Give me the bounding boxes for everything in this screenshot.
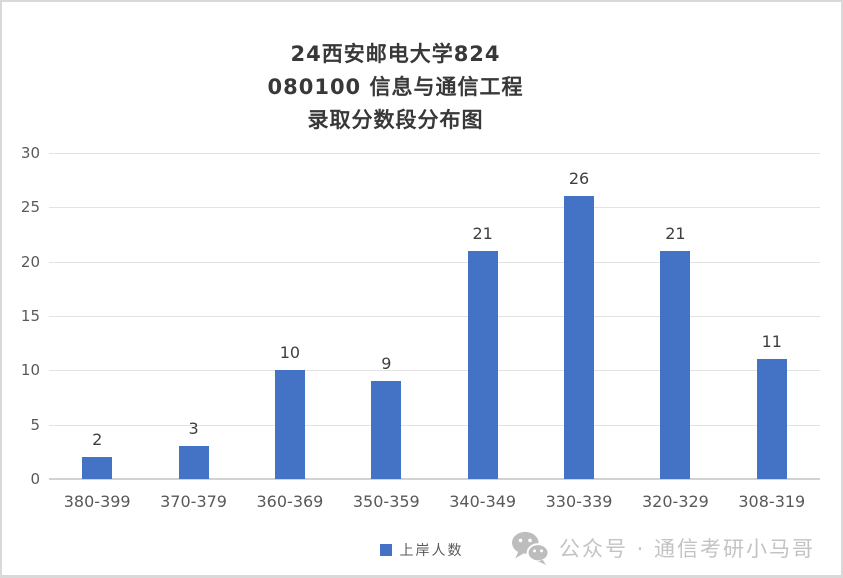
xtick-label: 360-369 <box>256 492 324 511</box>
xtick-label: 320-329 <box>642 492 709 511</box>
bar <box>371 381 402 479</box>
bar-value-label: 10 <box>279 343 301 362</box>
xtick-label: 340-349 <box>449 492 517 511</box>
gridline <box>49 424 820 426</box>
chart-title-line-1: 24西安邮电大学824 <box>290 42 501 66</box>
bar <box>467 251 498 479</box>
chart-title-line-2: 080100 信息与通信工程 <box>267 75 524 99</box>
xtick-label: 350-359 <box>352 492 420 511</box>
plot-area: 2 3 10 9 21 26 21 11 <box>49 153 820 480</box>
ytick-label: 0 <box>30 470 40 488</box>
chart-title-line-3: 录取分数段分布图 <box>307 108 484 132</box>
xtick-label: 330-339 <box>545 492 613 511</box>
bar <box>178 446 209 479</box>
ytick-label: 25 <box>20 198 40 217</box>
bar-value-label: 11 <box>761 332 782 351</box>
bar-value-label: 2 <box>92 430 103 449</box>
ytick-label: 20 <box>20 252 40 271</box>
bar-value-label: 3 <box>188 419 199 438</box>
xtick-label: 370-379 <box>160 492 227 511</box>
bar <box>274 370 305 479</box>
ytick-label: 5 <box>30 415 40 434</box>
gridline <box>49 316 820 317</box>
watermark-text: 公众号 · 通信考研小马哥 <box>559 537 816 561</box>
bar <box>82 457 113 479</box>
y-axis-labels: 0 5 10 15 20 25 30 <box>2 144 40 488</box>
wechat-icon <box>511 530 550 566</box>
watermark: 公众号 · 通信考研小马哥 <box>511 530 815 566</box>
xtick-label: 380-399 <box>63 492 131 511</box>
bar-value-label: 9 <box>381 354 392 373</box>
bar-value-label: 26 <box>568 169 590 188</box>
gridline <box>49 207 820 209</box>
x-axis-labels: 380-399 370-379 360-369 350-359 340-349 330-3… <box>49 492 820 516</box>
gridline <box>49 153 820 154</box>
legend-marker <box>379 544 392 556</box>
ytick-label: 15 <box>20 307 40 325</box>
legend-label: 上岸人数 <box>399 543 464 559</box>
bar <box>660 251 691 479</box>
ytick-label: 30 <box>20 144 40 162</box>
chart-title: 24西安邮电大学824 080100 信息与通信工程 录取分数段分布图 <box>2 38 815 137</box>
gridline <box>49 370 820 372</box>
bar-value-label: 21 <box>665 224 686 243</box>
bar <box>564 196 595 479</box>
bar <box>756 359 787 479</box>
xtick-label: 308-319 <box>738 492 806 511</box>
ytick-label: 10 <box>20 361 40 380</box>
bar-value-label: 21 <box>472 224 493 243</box>
x-axis-line <box>49 478 820 480</box>
gridline <box>49 261 820 263</box>
legend: 上岸人数 <box>2 540 841 560</box>
